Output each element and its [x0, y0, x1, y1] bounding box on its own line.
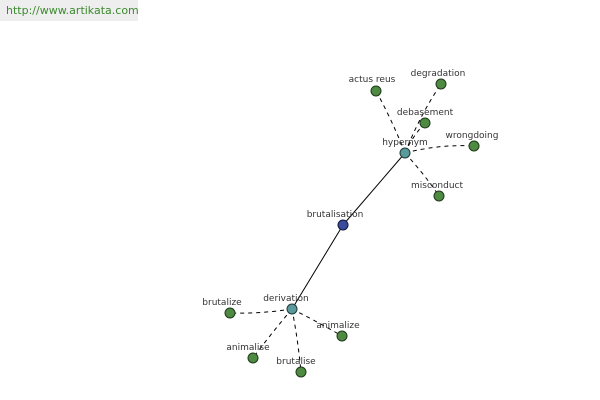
node[interactable] — [286, 303, 298, 315]
node[interactable] — [433, 190, 445, 202]
node-label: brutalize — [202, 298, 242, 308]
node[interactable] — [468, 140, 480, 152]
site-url[interactable]: http://www.artikata.com — [0, 0, 139, 21]
node[interactable] — [224, 307, 236, 319]
node[interactable] — [247, 352, 259, 364]
edge — [404, 145, 475, 154]
edge — [375, 90, 406, 154]
node[interactable] — [435, 78, 447, 90]
node[interactable] — [337, 219, 349, 231]
edge — [229, 308, 293, 314]
node-label: degradation — [411, 69, 466, 79]
node-label: brutalise — [276, 357, 316, 367]
node-label: brutalisation — [307, 210, 364, 220]
node-label: derivation — [263, 294, 309, 304]
node[interactable] — [370, 85, 382, 97]
node-label: animalise — [226, 343, 270, 353]
edge — [291, 224, 344, 310]
node[interactable] — [419, 117, 431, 129]
node-label: animalize — [316, 321, 360, 331]
node[interactable] — [336, 330, 348, 342]
node[interactable] — [399, 147, 411, 159]
node[interactable] — [295, 366, 307, 378]
nodes: brutalisation hypernym derivation actus … — [202, 69, 499, 378]
node-label: debasement — [397, 108, 454, 118]
node-label: misconduct — [411, 181, 463, 191]
edge — [342, 152, 406, 226]
node-label: hypernym — [382, 138, 428, 148]
node-label: actus reus — [349, 75, 396, 85]
node-label: wrongdoing — [446, 131, 499, 141]
